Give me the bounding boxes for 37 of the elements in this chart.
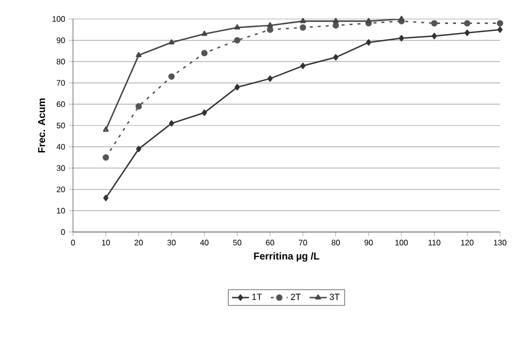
point [496,20,504,26]
x-axis-title: Ferritina µg /L [254,252,320,262]
point [300,24,306,31]
point [202,30,208,36]
point [266,26,274,33]
point [234,84,240,90]
y-axis-title: Frec. Acum [38,98,46,152]
point [300,18,306,24]
point [268,75,273,82]
point [168,73,175,80]
point [464,30,470,36]
point [201,50,208,56]
point [136,52,142,58]
point [102,154,110,161]
point [398,34,404,42]
point [103,194,108,202]
point [366,18,372,24]
point [168,39,174,44]
point [333,54,338,61]
legend-label: 2T [290,294,301,300]
point [267,22,273,28]
point [366,39,372,46]
legend-label: 3T [330,294,340,300]
point [332,18,339,24]
point [234,37,240,44]
point [168,120,174,127]
point [464,20,470,26]
point [432,32,437,40]
point [332,22,339,29]
point [136,146,142,152]
point [202,110,207,116]
point [431,20,438,26]
legend-label: 1T [252,294,262,300]
point [136,103,142,110]
point [300,62,306,70]
point [234,24,240,30]
point [497,26,503,33]
